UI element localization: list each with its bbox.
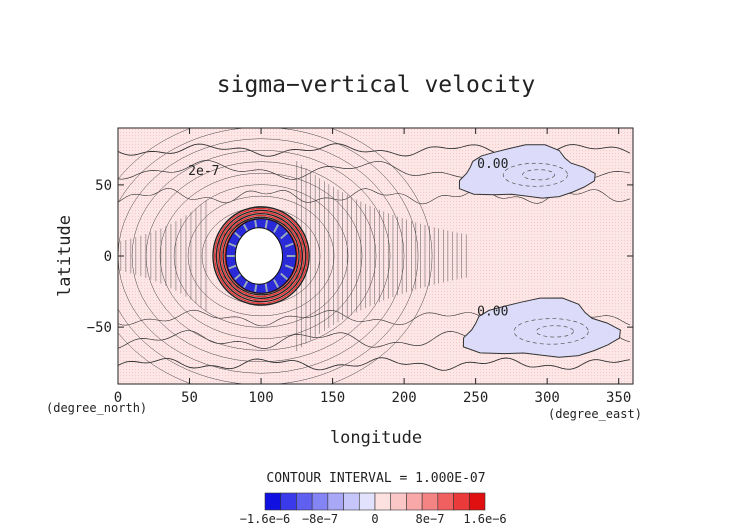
colorbar: −1.6e−6 −8e−7 0 8e−7 1.6e−6 bbox=[240, 492, 507, 526]
contour-line bbox=[201, 207, 321, 305]
vortex-hatch bbox=[284, 242, 294, 248]
colorbar-swatch bbox=[406, 492, 423, 511]
feature-layer: 0.00 0.00 2e-7 bbox=[188, 144, 621, 358]
x-tick-label: 250 bbox=[463, 390, 488, 406]
vortex-hatch bbox=[284, 264, 294, 270]
vortex-hatch bbox=[234, 231, 242, 240]
contour-line bbox=[118, 187, 631, 205]
x-tick-label: 200 bbox=[391, 390, 416, 406]
vortex-ring bbox=[219, 213, 304, 299]
vortex-hatch bbox=[273, 223, 280, 233]
colorbar-tick-label: 1.6e−6 bbox=[463, 512, 506, 526]
colorbar-swatch bbox=[358, 492, 376, 511]
y-tick-label: 0 bbox=[104, 249, 112, 265]
contour-interval-label: CONTOUR INTERVAL = 1.000E-07 bbox=[266, 471, 485, 486]
colorbar-swatch bbox=[453, 492, 470, 511]
vortex-ring bbox=[212, 206, 310, 306]
vortex-core bbox=[234, 227, 284, 285]
colorbar-swatch bbox=[264, 492, 282, 511]
colorbar-swatch bbox=[280, 492, 297, 511]
chart-title: sigma−vertical velocity bbox=[217, 72, 536, 98]
colorbar-swatch bbox=[311, 492, 329, 511]
x-tick-label: 100 bbox=[248, 390, 273, 406]
negative-region bbox=[458, 144, 596, 199]
contour-label: 2e-7 bbox=[188, 164, 219, 179]
vortex-hatch bbox=[280, 231, 289, 240]
vortex-hatch bbox=[264, 282, 269, 293]
vortex-ring bbox=[222, 216, 300, 296]
colorbar-swatch bbox=[327, 492, 344, 511]
contour-label: 0.00 bbox=[477, 305, 508, 320]
colorbar-tick-label: −8e−7 bbox=[302, 512, 338, 526]
contour-line bbox=[118, 128, 419, 384]
vortex-ring bbox=[213, 207, 309, 305]
negative-region bbox=[462, 297, 621, 358]
contour-line bbox=[118, 357, 631, 371]
x-axis-label: longitude bbox=[330, 428, 422, 448]
colorbar-tick-label: −1.6e−6 bbox=[240, 512, 291, 526]
negative-contour bbox=[502, 162, 568, 187]
x-tick-label: 50 bbox=[181, 390, 198, 406]
colorbar-tick-label: 8e−7 bbox=[416, 512, 445, 526]
contour-line bbox=[173, 184, 349, 328]
x-tick-label: 300 bbox=[535, 390, 560, 406]
x-tick-label: 150 bbox=[320, 390, 345, 406]
colorbar-swatch bbox=[421, 492, 439, 511]
contour-label: 0.00 bbox=[477, 157, 508, 172]
contour-line bbox=[187, 195, 335, 317]
contour-line bbox=[118, 128, 433, 384]
y-axis: −50 0 50 bbox=[87, 178, 633, 336]
vortex-hatch bbox=[280, 272, 289, 281]
vortex-ring bbox=[215, 209, 307, 303]
x-tick-label: 0 bbox=[114, 390, 122, 406]
colorbar-swatch bbox=[296, 492, 313, 511]
vortex-hatch bbox=[273, 279, 280, 289]
contour-line bbox=[131, 149, 391, 363]
vortex-hatch bbox=[228, 264, 238, 270]
vortex-ring bbox=[217, 211, 305, 301]
vortex-hatch bbox=[228, 242, 238, 248]
colorbar-swatch bbox=[468, 492, 486, 511]
x-axis-unit: (degree_east) bbox=[548, 407, 642, 421]
colorbar-swatch bbox=[343, 492, 360, 511]
negative-contour bbox=[513, 318, 589, 345]
x-axis: 0 50 100 150 200 250 300 350 bbox=[114, 128, 631, 406]
colorbar-swatch bbox=[437, 492, 454, 511]
x-tick-label: 350 bbox=[606, 390, 631, 406]
colorbar-swatch bbox=[374, 492, 392, 511]
colorbar-tick-label: 0 bbox=[371, 512, 378, 526]
negative-contour bbox=[535, 325, 574, 338]
contour-line bbox=[159, 172, 363, 340]
y-axis-unit: (degree_north) bbox=[46, 401, 147, 415]
y-tick-label: 50 bbox=[95, 178, 112, 194]
y-tick-label: −50 bbox=[87, 320, 112, 336]
vortex-hatch bbox=[234, 272, 242, 281]
y-axis-label: latitude bbox=[55, 215, 75, 297]
colorbar-swatch bbox=[390, 492, 407, 511]
vortex-hatch bbox=[264, 219, 269, 230]
contour-line bbox=[145, 161, 377, 351]
vortex-ring bbox=[220, 214, 302, 298]
negative-contour bbox=[522, 169, 556, 181]
